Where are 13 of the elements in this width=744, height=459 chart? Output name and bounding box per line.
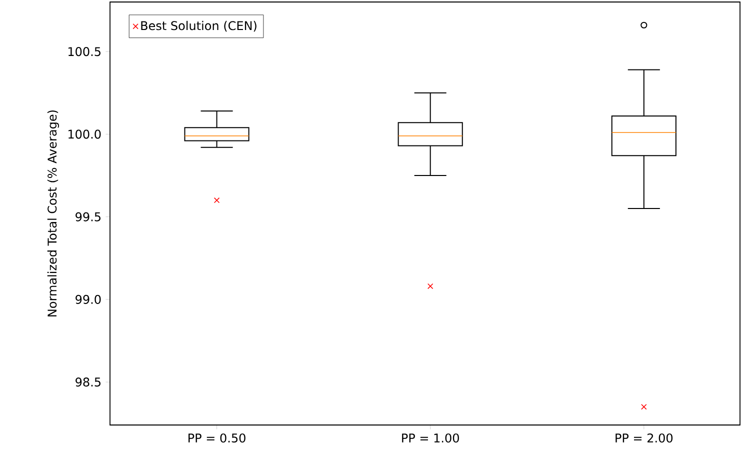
- y-tick-label: 99.0: [76, 294, 101, 304]
- y-tick-label: 100.0: [68, 130, 101, 139]
- y-tick-label: 99.5: [76, 212, 100, 222]
- point: [427, 283, 434, 290]
- x-tick-label: PP = 1.00: [402, 433, 459, 443]
- y-axis-title: Normalized Total Cost (% Average): [47, 110, 59, 316]
- x-tick-label: PP = 0.50: [188, 433, 246, 443]
- y-tick-label: 100.5: [68, 47, 100, 56]
- x-tick-label: PP = 2.00: [616, 433, 673, 443]
- point: [641, 404, 647, 410]
- y-tick-label: 98.5: [76, 378, 100, 387]
- legend-label: Best Solution (CEN): [141, 20, 256, 32]
- point: [214, 197, 220, 204]
